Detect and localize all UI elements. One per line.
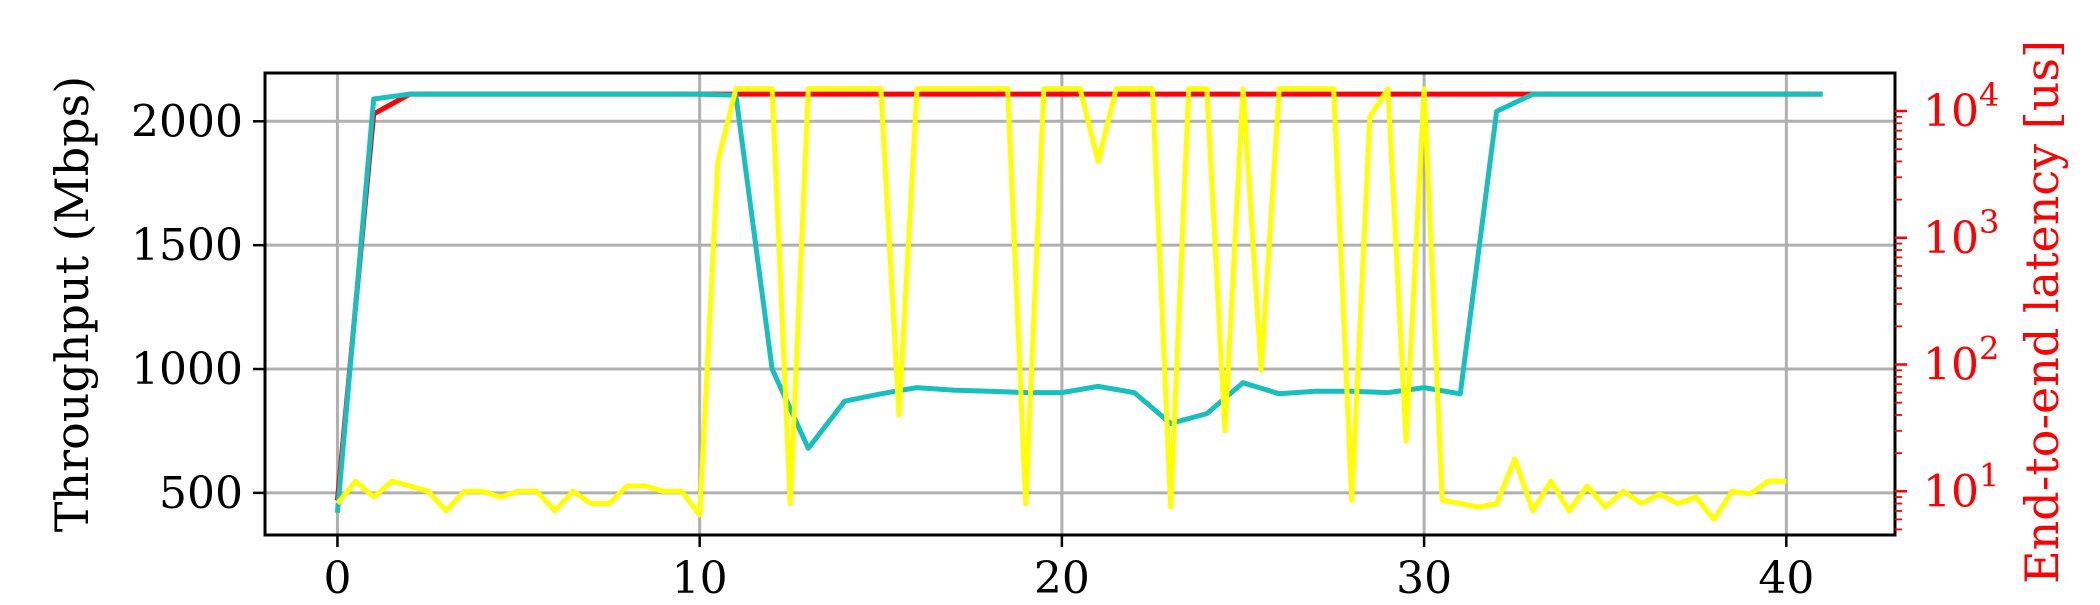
x-tick-label: 30 (1396, 553, 1452, 600)
y2-tick-exponent: 3 (1979, 203, 1999, 241)
y2-tick-base: 10 (1923, 213, 1979, 264)
series-line-1 (334, 91, 1823, 513)
x-tick-label: 20 (1034, 553, 1090, 600)
series-line-2 (335, 86, 1787, 522)
y-tick-label-right: 104 (1923, 76, 1999, 137)
y2-tick-base: 10 (1923, 340, 1979, 391)
y2-tick-exponent: 2 (1979, 330, 1999, 368)
y-tick-label-left: 500 (159, 468, 243, 519)
y2-tick-exponent: 1 (1979, 456, 1999, 494)
y-axis-label-right: End-to-end latency [us] (2015, 40, 2069, 584)
x-tick-label: 0 (323, 553, 351, 600)
y2-tick-base: 10 (1923, 86, 1979, 137)
y-tick-label-left: 2000 (131, 96, 243, 147)
y-tick-label-right: 101 (1923, 456, 1999, 517)
series-line-0 (334, 91, 1823, 501)
x-tick-label: 10 (672, 553, 728, 600)
series-layer (334, 86, 1823, 522)
y-tick-label-left: 1000 (131, 344, 243, 395)
y-axis-label-left: Throughput (Mbps) (45, 76, 99, 532)
grid-layer (265, 73, 1895, 535)
y2-tick-base: 10 (1923, 466, 1979, 517)
y-tick-label-right: 102 (1923, 330, 1999, 391)
y-tick-label-right: 103 (1923, 203, 1999, 264)
plot-frame (263, 71, 1897, 537)
x-tick-label: 40 (1758, 553, 1814, 600)
y-tick-label-left: 1500 (131, 220, 243, 271)
y2-tick-exponent: 4 (1979, 76, 1999, 114)
